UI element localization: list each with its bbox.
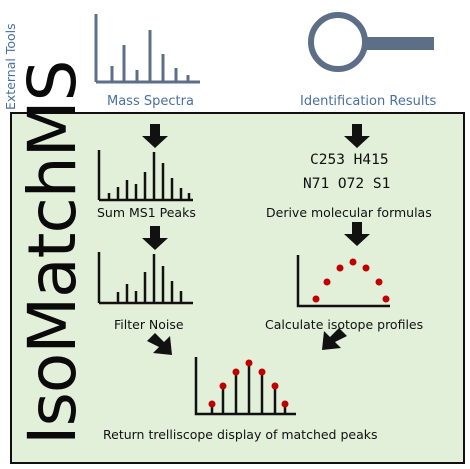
sum-ms1-spectrum-icon [97,150,193,202]
return-display-label: Return trelliscope display of matched pe… [103,427,378,442]
formula-line-2: N71 O72 S1 [303,176,391,192]
magnifying-glass-icon [308,12,434,72]
arrow-down-icon [142,226,168,250]
arrow-diag-down-right-icon [147,333,172,355]
mass-spectra-label: Mass Spectra [107,94,194,109]
arrow-diag-down-left-icon [322,328,347,350]
sum-ms1-peaks-label: Sum MS1 Peaks [97,205,196,220]
arrow-down-icon [142,124,168,148]
isomatchms-title: IsoMatchMS [14,60,91,445]
arrow-down-icon [344,124,370,148]
formula-line-1: C253 H415 [310,152,389,168]
arrow-down-icon [344,222,370,246]
matched-peaks-icon [194,357,296,416]
calc-isotope-label: Calculate isotope profiles [265,317,424,332]
filter-noise-spectrum-icon [97,252,193,305]
mass-spectra-icon [94,14,200,84]
derive-formulas-label: Derive molecular formulas [266,205,432,220]
isomatchms-panel [10,112,465,464]
filter-noise-label: Filter Noise [114,317,184,332]
identification-results-label: Identification Results [300,94,437,109]
arrow-icons [142,124,370,355]
isotope-profile-icon [296,255,390,308]
